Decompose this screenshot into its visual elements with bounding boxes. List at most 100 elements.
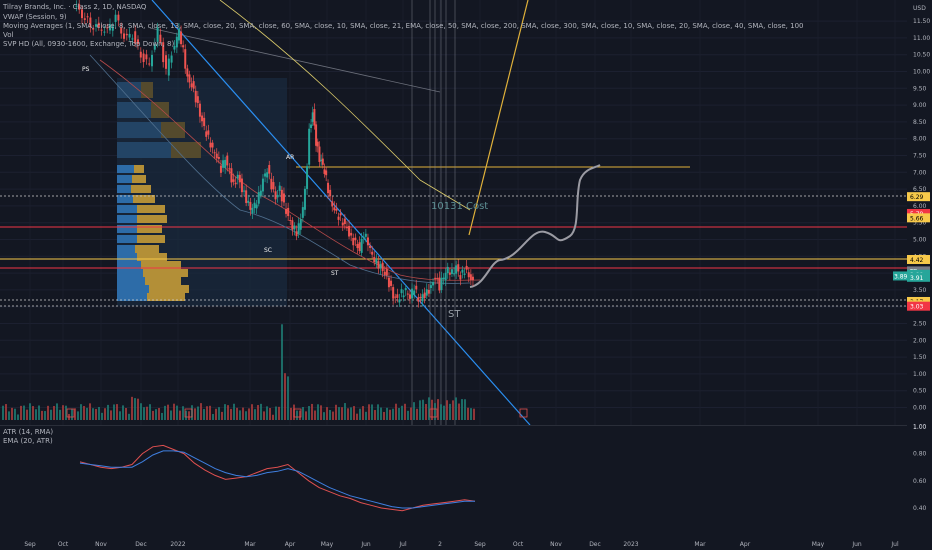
candles-layer (75, 0, 474, 308)
candle-body (89, 17, 92, 28)
candle-body (345, 227, 348, 229)
time-tick-label: May (812, 541, 825, 548)
volume-bar (377, 404, 379, 420)
ma-yellow (219, 0, 471, 211)
indicator-ema-atr[interactable]: EMA (20, ATR) (3, 437, 53, 445)
candle-body (222, 160, 225, 168)
vp-row-blue (117, 195, 133, 203)
candle-body (282, 193, 285, 203)
annotation-ps: PS (82, 66, 90, 73)
volume-bar (101, 412, 103, 420)
candle-body (313, 109, 316, 126)
atr-pane (79, 444, 476, 512)
vp-row-blue (117, 185, 131, 193)
annotation-sc: SC (264, 247, 272, 254)
volume-bar (11, 407, 13, 420)
candle-body (159, 34, 162, 42)
candle-body (120, 27, 123, 34)
volume-bar (203, 409, 205, 420)
volume-bar (62, 405, 64, 420)
volume-bar (8, 411, 10, 420)
time-tick-label: May (321, 541, 334, 548)
candle-body (408, 294, 411, 299)
candle-body (224, 159, 227, 168)
candle-body (459, 275, 462, 280)
candle-body (153, 44, 156, 50)
indicator-vwap[interactable]: VWAP (Session, 9) (3, 13, 67, 21)
earnings-marker (66, 408, 75, 418)
volume-bar (14, 408, 16, 420)
volume-bar (32, 406, 34, 420)
candle-body (211, 142, 214, 148)
volume-bar (401, 405, 403, 420)
indicator-moving-averages[interactable]: Moving Averages (1, SMA, close, 8, SMA, … (3, 22, 803, 30)
volume-bar (344, 403, 346, 420)
vp-row-yellow (131, 185, 151, 193)
volume-bar (212, 414, 214, 420)
time-axis[interactable]: Sep Oct Nov Dec 2022 Mar Apr May Jun Jul 2 Sep Oct No… (24, 541, 899, 548)
symbol-title[interactable]: Tilray Brands, Inc. · Class 2, 1D, NASDA… (3, 3, 147, 11)
vp-row-yellow (137, 215, 167, 223)
candle-body (299, 219, 302, 230)
volume-bar (98, 406, 100, 420)
candle-body (173, 45, 176, 50)
candle-body (186, 68, 189, 77)
indicator-vol[interactable]: Vol (3, 31, 14, 39)
vp-upper-block-y (171, 142, 201, 158)
volume-bar (113, 404, 115, 420)
price-tick-label: 0.00 (913, 405, 927, 412)
volume-bar (464, 399, 466, 420)
candle-body (463, 273, 466, 275)
volume-bar (308, 406, 310, 420)
vp-row-blue (117, 245, 135, 253)
volume-bar (116, 404, 118, 420)
time-tick-label: Jul (398, 541, 407, 548)
candle-body (297, 223, 300, 234)
volume-bar (128, 413, 130, 420)
time-tick-label: 2023 (623, 541, 638, 548)
candle-body (315, 124, 318, 146)
price-tag (907, 213, 930, 223)
volume-bar (245, 411, 247, 420)
vp-row-blue (117, 215, 137, 223)
candle-body (134, 31, 137, 44)
candle-body (198, 103, 201, 117)
volume-bar (467, 407, 469, 420)
candle-body (390, 280, 393, 286)
candle-body (436, 277, 439, 279)
volume-bar (386, 407, 388, 420)
candle-body (379, 264, 382, 269)
indicator-atr[interactable]: ATR (14, RMA) (3, 428, 54, 436)
candle-body (145, 54, 148, 60)
volume-bar (221, 411, 223, 420)
annotation-ar: AR (286, 154, 294, 161)
price-tag-label: 3.03 (910, 304, 924, 311)
time-tick-label: Apr (285, 541, 296, 548)
volume-bar (188, 411, 190, 420)
volume-bar (230, 408, 232, 420)
candle-body (142, 53, 145, 63)
candle-body (303, 188, 306, 210)
candle-body (83, 18, 86, 20)
candle-body (442, 277, 445, 280)
candle-body (92, 28, 95, 30)
vp-row-blue (117, 285, 149, 293)
candle-body (465, 265, 468, 270)
indicator-svp[interactable]: SVP HD (All, 0930-1600, Exchange, Top Do… (3, 40, 175, 48)
candle-body (100, 29, 103, 31)
candle-body (320, 159, 323, 162)
vp-row-blue (117, 235, 137, 243)
price-tick-label: 3.50 (913, 287, 927, 294)
volume-bar (317, 404, 319, 420)
volume-bar (149, 404, 151, 420)
candle-body (306, 166, 309, 189)
volume-bar (350, 407, 352, 420)
volume-bar (404, 403, 406, 420)
pane-divider[interactable] (0, 425, 907, 426)
candle-body (207, 130, 210, 135)
vp-upper-block-y (161, 122, 185, 138)
vp-row-yellow (147, 293, 185, 301)
volume-bar (320, 405, 322, 420)
candle-body (156, 27, 159, 42)
